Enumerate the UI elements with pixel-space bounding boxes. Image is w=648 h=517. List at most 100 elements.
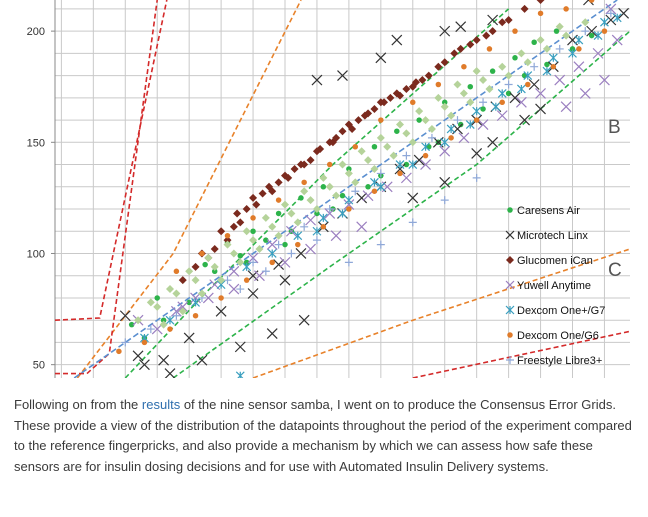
legend-marker: [505, 230, 515, 240]
data-point: [473, 117, 480, 123]
data-point: [332, 133, 341, 142]
data-point: [516, 84, 526, 94]
series-5: [116, 0, 608, 355]
data-point: [306, 196, 315, 205]
data-point: [199, 250, 205, 257]
data-point: [311, 74, 323, 86]
data-point: [250, 228, 256, 234]
data-point: [306, 156, 315, 165]
data-point: [480, 106, 486, 112]
data-point: [457, 121, 464, 128]
data-point: [274, 178, 283, 187]
results-link[interactable]: results: [141, 397, 181, 412]
data-point: [236, 285, 245, 294]
data-point: [210, 262, 219, 271]
zone-b-boundary-line: [76, 0, 302, 378]
data-point: [376, 133, 385, 142]
legend-label: Dexcom One+/G7: [517, 305, 605, 317]
data-point: [528, 79, 540, 90]
chart-svg: 50 100 150 200 B C Caresens Air Microtech Linx G…: [27, 0, 630, 378]
data-point: [525, 81, 531, 88]
data-point: [255, 245, 264, 254]
data-point: [396, 120, 404, 129]
data-point: [434, 93, 443, 102]
data-point: [424, 71, 433, 80]
data-point: [592, 47, 604, 59]
legend-label: Freestyle Libre3+: [517, 355, 602, 367]
data-point: [351, 187, 360, 196]
data-point: [498, 62, 507, 71]
data-point: [263, 237, 269, 243]
data-point: [496, 110, 508, 122]
data-point: [488, 27, 497, 36]
data-point: [408, 218, 417, 227]
data-point: [242, 262, 252, 272]
data-point: [139, 359, 150, 371]
data-point: [371, 144, 378, 150]
data-point: [536, 0, 545, 4]
zone-c-boundary-line: [55, 0, 158, 375]
data-point: [228, 265, 240, 277]
data-point: [258, 189, 267, 198]
data-point: [151, 323, 163, 335]
data-point: [172, 311, 181, 320]
legend-marker: [506, 356, 514, 364]
data-point: [202, 261, 208, 268]
data-point: [376, 240, 385, 249]
series-6: [121, 9, 615, 347]
data-point: [134, 316, 143, 325]
data-point: [300, 160, 309, 169]
data-point: [295, 248, 307, 259]
data-point: [267, 249, 277, 258]
grid: [55, 0, 630, 378]
data-point: [252, 200, 261, 209]
data-point: [211, 268, 218, 275]
data-point: [275, 197, 282, 203]
data-point: [408, 160, 418, 169]
data-point: [371, 188, 378, 194]
data-point: [465, 120, 475, 129]
data-point: [440, 196, 449, 205]
data-point: [344, 195, 354, 205]
data-point: [402, 84, 411, 93]
data-point: [261, 213, 270, 222]
data-point: [273, 259, 285, 271]
y-tick-label: 100: [27, 248, 45, 260]
data-point: [479, 98, 488, 107]
data-point: [548, 53, 558, 63]
data-point: [422, 152, 429, 159]
data-point: [375, 52, 387, 64]
data-point: [154, 295, 160, 301]
data-point: [365, 184, 371, 190]
data-point: [178, 307, 187, 316]
data-point: [247, 252, 259, 264]
data-point: [268, 187, 277, 196]
data-point: [394, 163, 406, 175]
data-point: [364, 109, 373, 118]
data-point: [320, 184, 327, 190]
data-point: [166, 285, 174, 294]
data-point: [298, 195, 304, 201]
data-point: [274, 231, 283, 240]
data-point: [204, 253, 213, 262]
data-point: [266, 239, 278, 251]
data-point: [165, 315, 175, 325]
data-point: [434, 62, 443, 71]
data-point: [583, 0, 594, 6]
data-point: [504, 71, 513, 80]
data-point: [121, 338, 130, 347]
data-point: [453, 116, 462, 125]
data-point: [512, 28, 518, 34]
data-point: [338, 209, 347, 218]
data-point: [542, 66, 552, 76]
data-point: [191, 276, 200, 285]
data-point: [611, 34, 623, 46]
data-point: [202, 292, 214, 304]
data-point: [312, 226, 322, 236]
data-point: [512, 55, 518, 61]
data-point: [293, 231, 303, 241]
legend-marker: [505, 305, 515, 315]
data-point: [605, 14, 617, 26]
data-point: [279, 274, 291, 286]
data-point: [410, 99, 416, 106]
